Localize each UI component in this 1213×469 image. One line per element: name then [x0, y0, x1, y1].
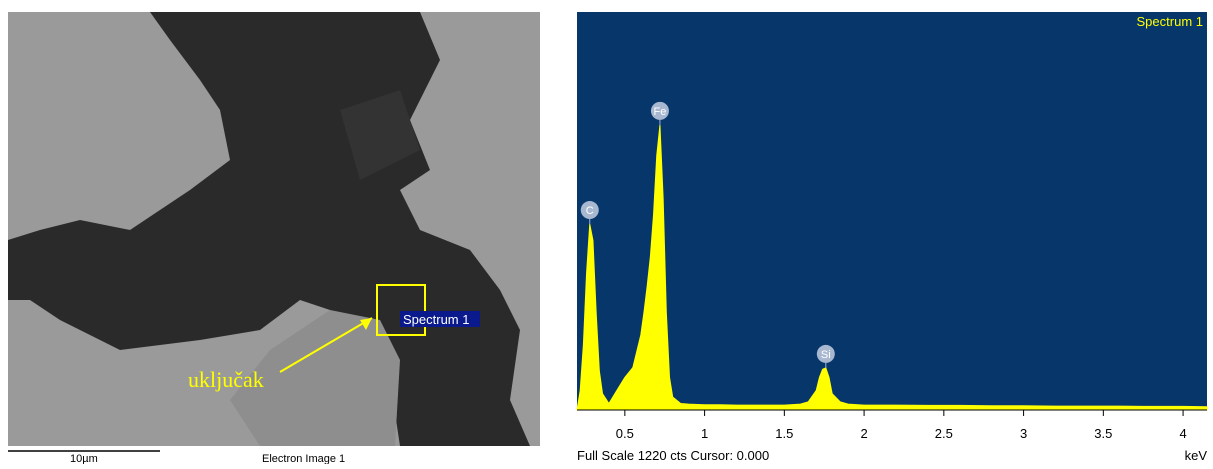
chart-footer: Full Scale 1220 cts Cursor: 0.000 [577, 448, 769, 463]
x-axis-label: keV [1185, 448, 1208, 463]
peak-label: C [586, 205, 594, 217]
x-tick-label: 2 [860, 426, 867, 441]
spectrum-box [376, 284, 426, 336]
chart-title: Spectrum 1 [1137, 14, 1203, 29]
x-tick-label: 1.5 [775, 426, 793, 441]
x-tick-label: 0.5 [616, 426, 634, 441]
x-tick-label: 2.5 [935, 426, 953, 441]
image-caption: Electron Image 1 [262, 453, 345, 464]
spectrum-chart: Spectrum 1 C Fe Si 0.5 1 1.5 2 2.5 3 3.5 4 keV Full S… [576, 12, 1208, 463]
scale-label: 10µm [70, 453, 98, 464]
arrow [279, 317, 373, 373]
spectrum-area [576, 124, 1208, 411]
peak-circle [816, 344, 835, 363]
x-tick-label: 1 [701, 426, 708, 441]
plot-background [577, 12, 1207, 410]
x-tick-label: 4 [1179, 426, 1186, 441]
label-background [400, 311, 480, 327]
arrow-head [360, 318, 372, 330]
x-tick-label: 3.5 [1094, 426, 1112, 441]
spectrum-label: Spectrum 1 [403, 312, 469, 327]
peak-circle [580, 201, 599, 220]
dark-region [340, 90, 420, 180]
matrix-region [230, 310, 400, 446]
peak-label: Si [821, 349, 831, 361]
peak-circle [650, 101, 669, 120]
peak-label: Fe [654, 106, 667, 118]
annotation: uključak [188, 367, 264, 392]
x-tick-label: 3 [1020, 426, 1027, 441]
